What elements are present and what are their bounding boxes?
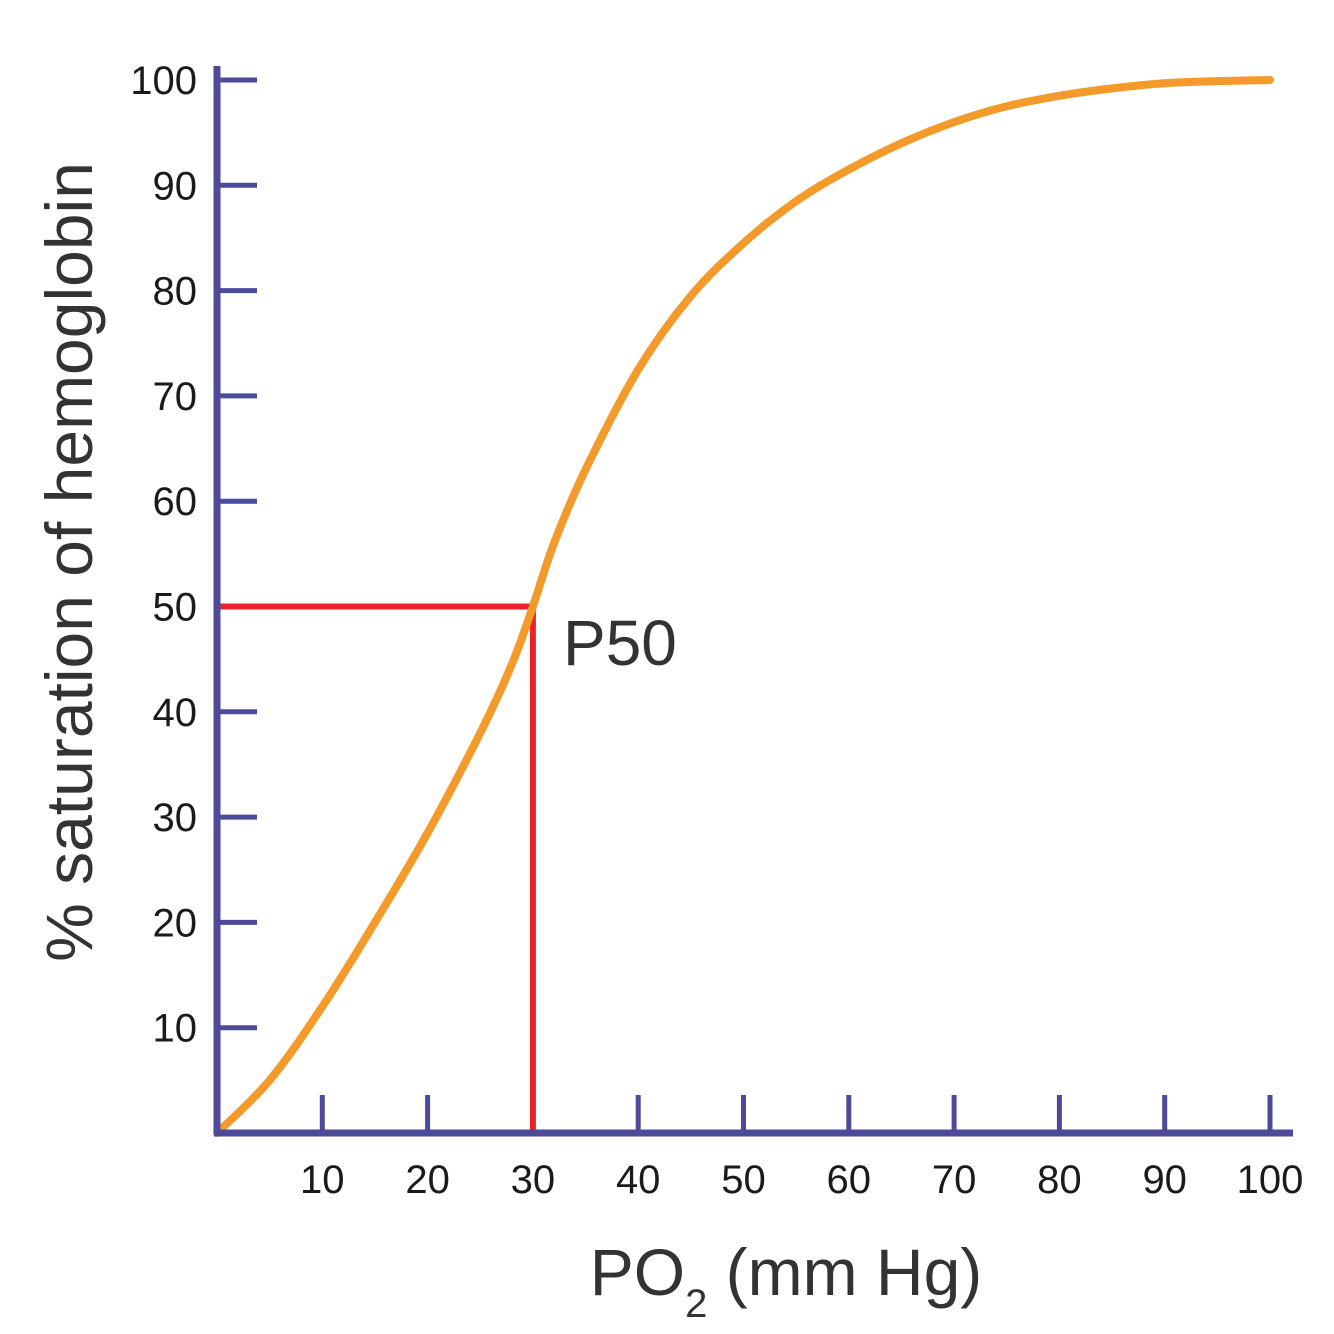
y-tick-label: 100	[130, 59, 197, 103]
y-axis-ticks: 10 20 30 40 50 60 70 80 90 100	[130, 59, 257, 1051]
y-tick-label: 90	[153, 164, 198, 208]
x-tick-label: 10	[300, 1158, 345, 1202]
x-tick-label: 20	[405, 1158, 450, 1202]
y-tick-label: 80	[153, 270, 198, 314]
dissociation-curve	[213, 76, 1274, 1137]
x-tick-label: 50	[721, 1158, 766, 1202]
x-tick-label: 70	[932, 1158, 977, 1202]
y-tick-label: 20	[153, 901, 198, 945]
x-tick-label: 60	[827, 1158, 872, 1202]
p50-reference-lines	[217, 603, 536, 1133]
x-tick-label: 40	[616, 1158, 661, 1202]
y-tick-label: 10	[153, 1007, 198, 1051]
x-tick-label: 30	[511, 1158, 556, 1202]
y-tick-label: 40	[153, 691, 198, 735]
x-axis-title-subscript: 2	[685, 1282, 707, 1326]
x-axis-title: PO2 (mm Hg)	[590, 1235, 983, 1326]
x-axis-ticks: 10 20 30 40 50 60 70 80 90 100	[300, 1095, 1303, 1202]
y-tick-label: 60	[153, 480, 198, 524]
x-axis-title-suffix: (mm Hg)	[707, 1235, 982, 1309]
y-tick-label: 30	[153, 796, 198, 840]
y-tick-label: 50	[153, 586, 198, 630]
x-tick-label: 90	[1142, 1158, 1187, 1202]
x-tick-label: 80	[1037, 1158, 1082, 1202]
p50-label: P50	[563, 607, 677, 679]
y-axis-title: % saturation of hemoglobin	[32, 162, 106, 962]
y-tick-label: 70	[153, 375, 198, 419]
x-tick-label: 100	[1237, 1158, 1304, 1202]
x-axis-title-prefix: PO	[590, 1235, 685, 1309]
